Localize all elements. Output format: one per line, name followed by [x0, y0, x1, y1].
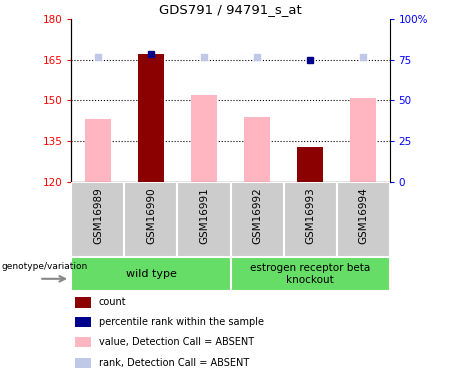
- Bar: [85, 119, 111, 182]
- Bar: [337, 182, 390, 257]
- Text: count: count: [99, 297, 126, 307]
- Text: estrogen receptor beta
knockout: estrogen receptor beta knockout: [250, 263, 370, 285]
- Bar: [75, 297, 91, 307]
- Text: wild type: wild type: [125, 269, 177, 279]
- Text: GSM16991: GSM16991: [199, 187, 209, 244]
- Text: percentile rank within the sample: percentile rank within the sample: [99, 317, 264, 327]
- Text: GSM16990: GSM16990: [146, 188, 156, 244]
- Text: genotype/variation: genotype/variation: [1, 262, 88, 271]
- Bar: [75, 317, 91, 327]
- Bar: [177, 182, 230, 257]
- Title: GDS791 / 94791_s_at: GDS791 / 94791_s_at: [159, 3, 302, 16]
- Bar: [191, 95, 217, 182]
- Text: rank, Detection Call = ABSENT: rank, Detection Call = ABSENT: [99, 358, 249, 368]
- Text: GSM16994: GSM16994: [358, 187, 368, 244]
- Bar: [75, 358, 91, 368]
- Bar: [244, 117, 270, 182]
- Bar: [230, 182, 284, 257]
- Bar: [350, 98, 376, 182]
- Bar: [71, 257, 230, 291]
- Bar: [75, 337, 91, 347]
- Text: GSM16993: GSM16993: [305, 187, 315, 244]
- Text: GSM16992: GSM16992: [252, 187, 262, 244]
- Bar: [230, 257, 390, 291]
- Bar: [138, 54, 164, 182]
- Bar: [284, 182, 337, 257]
- Bar: [71, 182, 124, 257]
- Text: value, Detection Call = ABSENT: value, Detection Call = ABSENT: [99, 337, 254, 347]
- Bar: [124, 182, 177, 257]
- Bar: [297, 147, 323, 182]
- Text: GSM16989: GSM16989: [93, 187, 103, 244]
